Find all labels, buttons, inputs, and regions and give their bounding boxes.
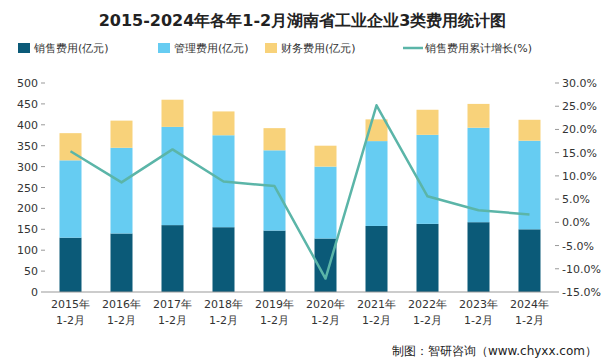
x-tick-label: 2023年1-2月 [459,298,498,327]
line [71,105,530,278]
title: 2015-2024年各年1-2月湖南省工业企业3类费用统计图 [99,11,507,30]
bar [264,231,286,292]
legend-swatch [18,43,30,53]
plot [60,100,541,292]
y-tick [41,208,45,209]
y2-tick [555,245,559,246]
legend-swatch [403,47,423,50]
y2-tick-label: 15.0% [562,147,597,160]
bar [417,135,439,224]
y-tick [41,83,45,84]
y2-tick [555,199,559,200]
y2-tick [555,83,559,84]
y-tick [41,250,45,251]
x-tick-label: 2024年1-2月 [510,298,549,327]
y-tick [41,292,45,293]
bar [111,121,133,148]
bar [468,222,490,292]
y2-tick-label: 30.0% [562,77,597,90]
legend-label: 销售费用(亿元) [33,42,109,55]
bar [213,227,235,292]
y-tick-label: 500 [17,77,38,90]
bar [519,229,541,292]
bar [111,233,133,292]
y-tick-label: 150 [17,223,38,236]
y2-tick [555,129,559,130]
y-tick-label: 400 [17,119,38,132]
y2-tick-label: 10.0% [562,170,597,183]
bar [111,148,133,234]
y2-tick [555,106,559,107]
bar [519,141,541,230]
x-tick-label: 2016年1-2月 [102,298,141,327]
y-tick-label: 0 [31,286,38,299]
y2-tick [555,152,559,153]
bar [366,141,388,226]
bar [417,224,439,292]
x-axis [45,292,555,293]
y2-tick [555,175,559,176]
y-tick-label: 450 [17,98,38,111]
bar [417,110,439,135]
legend-label: 销售费用累计增长(%) [424,42,532,55]
y2-tick-label: -10.0% [562,263,601,276]
y-tick [41,271,45,272]
bar [213,111,235,135]
y-tick-label: 300 [17,161,38,174]
y2-tick-label: -15.0% [562,286,601,299]
y2-tick [555,222,559,223]
bar [60,160,82,237]
x-tick-label: 2019年1-2月 [255,298,294,327]
background [0,0,605,363]
x-tick-label: 2022年1-2月 [408,298,447,327]
y-tick [41,187,45,188]
y-tick-label: 350 [17,140,38,153]
bar [264,128,286,150]
bar [162,127,184,225]
bar [468,104,490,128]
x-tick-label: 2021年1-2月 [357,298,396,327]
annotation: 制图：智研咨询（www.chyxx.com） [392,344,597,358]
y-tick-label: 100 [17,244,38,257]
y-tick [41,145,45,146]
bar [315,146,337,167]
x-tick-label: 2015年1-2月 [51,298,90,327]
bar [264,150,286,230]
y-tick-label: 250 [17,182,38,195]
y-tick [41,103,45,104]
x-tick-label: 2017年1-2月 [153,298,192,327]
y-tick [41,124,45,125]
bar [519,120,541,141]
y-tick [41,166,45,167]
legend-label: 财务费用(亿元) [281,42,356,55]
bar [162,100,184,127]
y2-tick-label: -5.0% [562,240,594,253]
legend-swatch [158,43,170,53]
bar [366,226,388,292]
y-tick [41,229,45,230]
y2-tick [555,268,559,269]
y-tick-label: 50 [24,265,38,278]
y2-tick-label: 0.0% [562,216,590,229]
y2-tick-label: 20.0% [562,123,597,136]
bar [162,225,184,292]
bar [60,238,82,292]
legend-label: 管理费用(亿元) [174,42,249,55]
legend-swatch [265,43,277,53]
y2-tick-label: 25.0% [562,100,597,113]
y2-tick [555,292,559,293]
x-tick-label: 2018年1-2月 [204,298,243,327]
y2-tick-label: 5.0% [562,193,590,206]
bar [315,167,337,239]
x-tick-label: 2020年1-2月 [306,298,345,327]
y-tick-label: 200 [17,202,38,215]
chart: 2015-2024年各年1-2月湖南省工业企业3类费用统计图 0 50 100 150 2… [0,0,605,363]
